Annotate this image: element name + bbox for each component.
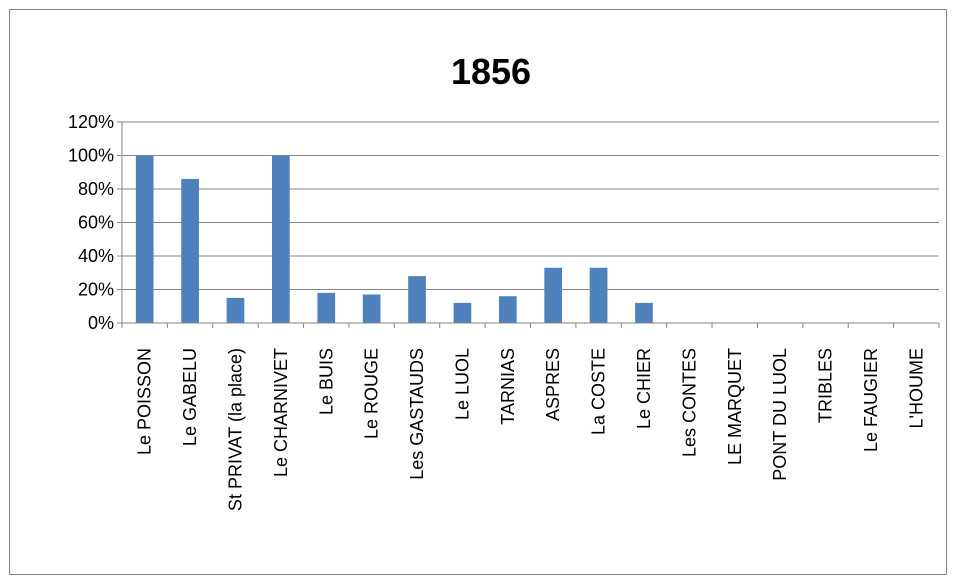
- bar: [589, 267, 608, 323]
- gridlines: [122, 121, 939, 290]
- y-tick-label: 20%: [78, 280, 114, 300]
- x-category-label: L'HOUME: [906, 348, 926, 428]
- bar: [317, 292, 336, 323]
- bar: [362, 294, 381, 323]
- bar: [453, 302, 472, 323]
- bar: [544, 267, 563, 323]
- y-tick-label: 40%: [78, 246, 114, 266]
- y-tick-label: 120%: [68, 112, 114, 132]
- y-tick-label: 60%: [78, 213, 114, 233]
- bar: [135, 155, 154, 323]
- x-axis: Le POISSON Le GABELU St PRIVAT (la place) L…: [121, 322, 940, 511]
- x-category-label: LE MARQUET: [725, 348, 745, 465]
- bar: [408, 276, 426, 323]
- bar: [226, 297, 245, 323]
- x-category-label: PONT DU LUOL: [770, 348, 790, 481]
- chart-title: 1856: [451, 51, 531, 92]
- x-category-label: TARNIAS: [498, 348, 518, 425]
- y-tick-label: 100%: [68, 146, 114, 166]
- x-category-label: Les GASTAUDS: [407, 348, 427, 480]
- x-category-label: Le ROUGE: [362, 348, 382, 439]
- x-category-label: ASPRES: [543, 348, 563, 421]
- bar: [498, 296, 517, 323]
- y-axis: 0% 20% 40% 60% 80% 100% 120%: [68, 112, 123, 333]
- bars: [135, 155, 653, 323]
- y-tick-label: 0%: [88, 313, 114, 333]
- x-category-label: Le BUIS: [316, 348, 336, 415]
- x-category-label: Les CONTES: [679, 348, 699, 457]
- x-category-label: La COSTE: [589, 348, 609, 435]
- x-category-label: Le CHIER: [634, 348, 654, 429]
- x-category-label: Le GABELU: [180, 348, 200, 446]
- bar: [272, 155, 290, 323]
- chart-frame: 1856 0% 20% 40% 60% 80% 100% 120% Le POISSON Le…: [9, 9, 947, 575]
- x-category-label: Le CHARNIVET: [271, 348, 291, 477]
- x-category-label: Le FAUGIER: [861, 348, 881, 452]
- y-tick-label: 80%: [78, 179, 114, 199]
- x-category-label: Le POISSON: [135, 348, 155, 455]
- x-category-label: Le LUOL: [452, 348, 472, 420]
- bar: [181, 178, 199, 323]
- x-category-label: TRIBLES: [816, 348, 836, 423]
- bar-chart: 1856 0%20%40%60%80%100%120% Le POISSON Le…: [68, 51, 940, 511]
- x-category-label: St PRIVAT (la place): [225, 348, 245, 511]
- bar: [635, 302, 653, 323]
